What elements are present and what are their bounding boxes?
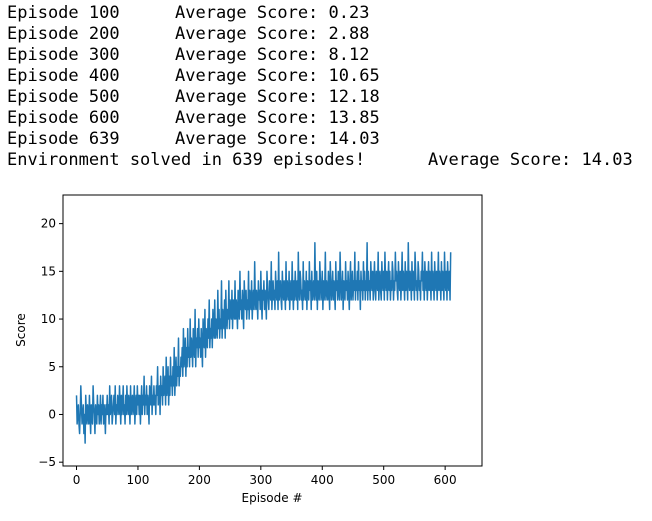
x-tick-label: 0 xyxy=(73,473,81,487)
log-score: Average Score: 13.85 xyxy=(175,108,380,128)
log-score: Average Score: 10.65 xyxy=(175,66,380,86)
log-line: Episode 639 Average Score: 14.03 xyxy=(7,129,633,150)
log-line: Episode 300 Average Score: 8.12 xyxy=(7,45,633,66)
y-axis-ticks: −5 0 5 10 15 20 xyxy=(38,217,63,469)
log-episode: Episode 100 xyxy=(7,3,120,23)
x-axis-label: Episode # xyxy=(242,491,303,505)
log-line: Episode 400 Average Score: 10.65 xyxy=(7,66,633,87)
y-axis-label: Score xyxy=(14,313,28,347)
y-tick-label: 0 xyxy=(48,407,56,421)
log-episode: Episode 300 xyxy=(7,45,120,65)
score-chart: 0 100 200 300 400 500 600 −5 0 5 10 15 20 Episode #… xyxy=(14,194,483,505)
x-tick-label: 100 xyxy=(126,473,149,487)
log-score: Average Score: 2.88 xyxy=(175,24,370,44)
log-episode: Episode 639 xyxy=(7,129,120,149)
log-score: Average Score: 0.23 xyxy=(175,3,370,23)
score-series-line xyxy=(75,241,452,444)
x-tick-label: 400 xyxy=(311,473,334,487)
log-line: Episode 500 Average Score: 12.18 xyxy=(7,87,633,108)
log-score: Average Score: 8.12 xyxy=(175,45,370,65)
x-tick-label: 600 xyxy=(434,473,457,487)
log-episode: Episode 600 xyxy=(7,108,120,128)
log-episode: Episode 400 xyxy=(7,66,120,86)
log-score: Average Score: 12.18 xyxy=(175,87,380,107)
x-tick-label: 300 xyxy=(249,473,272,487)
log-line: Episode 200 Average Score: 2.88 xyxy=(7,24,633,45)
plot-area xyxy=(62,194,483,467)
log-line: Episode 600 Average Score: 13.85 xyxy=(7,108,633,129)
y-tick-label: 10 xyxy=(41,312,56,326)
y-tick-label: 20 xyxy=(41,217,56,231)
solved-message: Environment solved in 639 episodes! xyxy=(7,150,366,170)
log-episode: Episode 200 xyxy=(7,24,120,44)
log-line: Episode 100 Average Score: 0.23 xyxy=(7,3,633,24)
log-episode: Episode 500 xyxy=(7,87,120,107)
console-output: Episode 100 Average Score: 0.23 Episode 20… xyxy=(7,3,633,171)
y-tick-label: 15 xyxy=(41,264,56,278)
y-tick-label: 5 xyxy=(48,360,56,374)
log-score: Average Score: 14.03 xyxy=(175,129,380,149)
x-tick-label: 200 xyxy=(188,473,211,487)
y-tick-label: −5 xyxy=(38,455,56,469)
axes-frame xyxy=(62,194,483,467)
x-tick-label: 500 xyxy=(372,473,395,487)
x-axis-ticks: 0 100 200 300 400 500 600 xyxy=(73,466,457,487)
solved-line: Environment solved in 639 episodes! Avera… xyxy=(7,150,633,171)
solved-score: Average Score: 14.03 xyxy=(428,150,633,170)
